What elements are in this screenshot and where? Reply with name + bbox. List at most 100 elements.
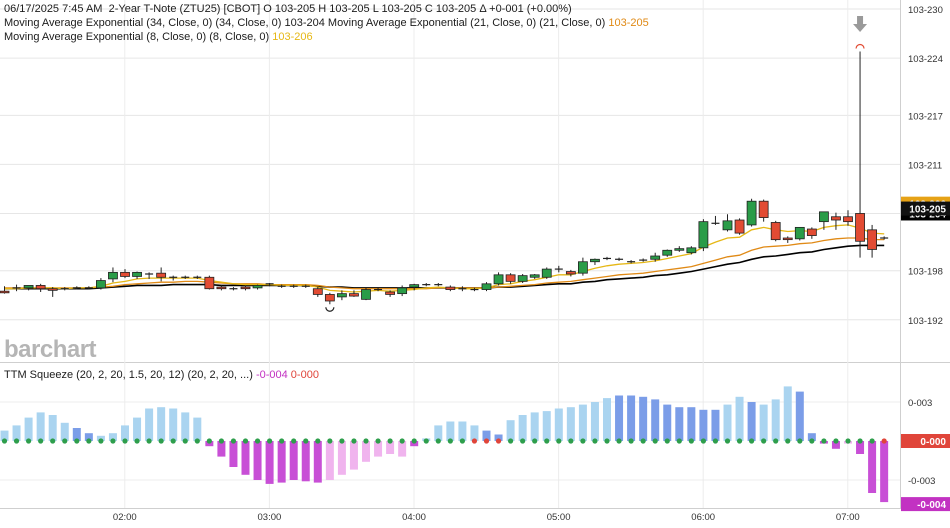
squeeze-zero-tag-bg — [901, 434, 950, 448]
squeeze-bar — [72, 428, 81, 441]
squeeze-dot — [544, 438, 550, 444]
squeeze-bar — [108, 433, 117, 441]
candle-down — [770, 222, 781, 241]
candle-down — [120, 271, 130, 277]
ema34-line — [4, 244, 885, 290]
candle-down — [782, 237, 793, 241]
squeeze-dot — [50, 438, 56, 444]
candle-down — [831, 216, 841, 221]
candle-up — [493, 274, 504, 285]
squeeze-bar — [603, 398, 611, 441]
squeeze-bar — [12, 425, 21, 441]
squeeze-dot — [230, 438, 237, 444]
squeeze-dot — [26, 438, 32, 444]
squeeze-bar — [253, 441, 262, 480]
ema34-label[interactable]: Moving Average Exponential (34, Close, 0… — [4, 17, 213, 29]
candles — [0, 51, 889, 305]
squeeze-hist-tag: -0-004 — [917, 500, 946, 511]
squeeze-dot — [833, 438, 839, 444]
squeeze-dot — [459, 438, 465, 444]
squeeze-bar — [651, 399, 660, 441]
squeeze-bar — [506, 420, 515, 441]
squeeze-bar — [410, 441, 419, 447]
candle-up — [819, 211, 829, 223]
squeeze-dot — [736, 438, 743, 444]
squeeze-bar — [554, 408, 563, 441]
squeeze-params: (20, 2, 20, ...) — [187, 369, 253, 381]
squeeze-bar — [856, 441, 865, 454]
squeeze-dot — [712, 438, 719, 444]
squeeze-bar — [639, 396, 648, 441]
squeeze-bar — [711, 409, 720, 441]
candle-up — [336, 293, 347, 298]
squeeze-bar — [831, 441, 840, 449]
squeeze-dot — [881, 438, 887, 444]
squeeze-dot — [134, 438, 140, 444]
ema21-label[interactable]: Moving Average Exponential (21, Close, 0… — [327, 17, 537, 29]
squeeze-dot — [495, 438, 502, 444]
squeeze-dot — [640, 438, 646, 444]
swing-high-marker — [855, 43, 865, 49]
squeeze-bar — [434, 425, 443, 441]
squeeze-dot — [1, 438, 8, 444]
squeeze-bar — [735, 396, 744, 441]
squeeze-dot — [339, 438, 345, 444]
squeeze-dot — [351, 438, 357, 444]
squeeze-bar — [542, 411, 551, 441]
squeeze-tick-label: -0-003 — [908, 476, 935, 487]
candle-down — [216, 286, 227, 290]
ema8-label[interactable]: Moving Average Exponential (8, Close, 0) — [4, 31, 207, 43]
squeeze-bar — [277, 441, 286, 483]
squeeze-bar — [362, 441, 370, 462]
candle-up — [409, 284, 420, 288]
squeeze-dot — [471, 438, 478, 444]
time-tick-label: 03:00 — [258, 512, 282, 523]
squeeze-bar — [783, 386, 792, 441]
squeeze-bar — [145, 408, 154, 441]
candle-up — [662, 249, 673, 256]
squeeze-dot — [628, 438, 634, 444]
candle-up — [397, 287, 408, 295]
squeeze-bar — [337, 441, 346, 475]
squeeze-dot — [664, 438, 670, 444]
squeeze-dot — [869, 438, 875, 444]
squeeze-dot — [556, 438, 562, 444]
squeeze-bar — [217, 441, 226, 457]
swing-low-marker — [325, 307, 335, 312]
squeeze-dot — [423, 438, 429, 444]
squeeze-dot — [38, 438, 44, 444]
squeeze-bar — [325, 441, 334, 480]
candle-down — [35, 285, 46, 290]
squeeze-dot — [327, 438, 333, 444]
squeeze-bar — [193, 417, 202, 441]
squeeze-dot — [182, 438, 188, 444]
squeeze-bar — [747, 402, 756, 441]
squeeze-bar — [133, 417, 142, 441]
candle-down — [565, 271, 576, 275]
squeeze-label[interactable]: TTM Squeeze (20, 2, 20, 1.5, 20, 12) — [4, 369, 185, 381]
squeeze-bar — [687, 407, 696, 441]
squeeze-dot — [435, 438, 441, 444]
squeeze-dot — [809, 438, 815, 444]
squeeze-dot — [170, 438, 176, 444]
candle-down — [445, 286, 456, 290]
squeeze-bar — [494, 434, 503, 441]
squeeze-dot — [86, 438, 92, 444]
squeeze-bar — [157, 407, 166, 441]
squeeze-bar — [24, 417, 33, 441]
squeeze-dot — [303, 438, 309, 444]
price-axis: 103-230 103-224 103-217 103-211 103-205 103-1… — [908, 5, 943, 327]
squeeze-bar — [446, 421, 455, 441]
squeeze-dot — [532, 438, 538, 444]
candle-up — [517, 275, 528, 282]
ema-lines — [4, 224, 885, 293]
squeeze-dot — [845, 438, 851, 444]
squeeze-zero-tag: 0-000 — [920, 437, 946, 448]
squeeze-bar — [229, 441, 238, 467]
squeeze-dot — [508, 438, 514, 444]
squeeze-bar — [96, 435, 105, 441]
squeeze-dot — [676, 438, 682, 444]
squeeze-dot — [242, 438, 249, 444]
squeeze-bar — [301, 441, 310, 482]
